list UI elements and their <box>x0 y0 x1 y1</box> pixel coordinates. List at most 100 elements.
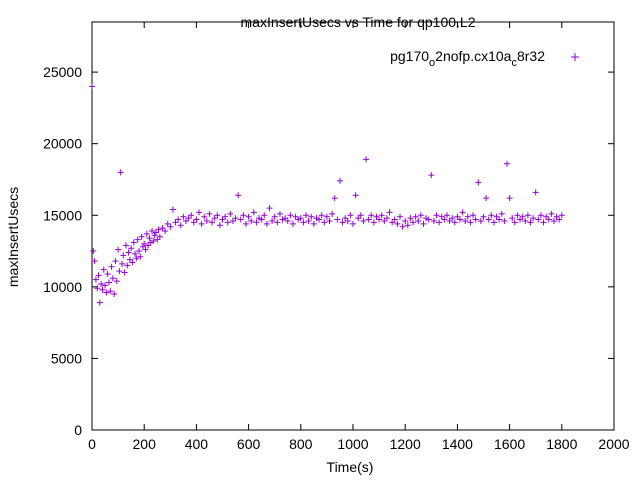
data-point <box>289 220 296 227</box>
data-point <box>496 216 503 223</box>
y-tick-label: 25000 <box>43 64 82 80</box>
data-point <box>446 217 453 224</box>
data-point <box>172 219 179 226</box>
data-point <box>137 253 144 260</box>
data-point <box>180 213 187 220</box>
data-point <box>503 160 510 167</box>
data-point <box>188 212 195 219</box>
data-point <box>543 213 550 220</box>
data-point <box>112 258 119 265</box>
data-point <box>141 240 148 247</box>
data-point <box>470 212 477 219</box>
data-point <box>266 205 273 212</box>
data-point <box>556 216 563 223</box>
data-point <box>558 212 565 219</box>
data-point <box>130 239 137 246</box>
data-point <box>253 219 260 226</box>
data-point <box>506 195 513 202</box>
data-point <box>404 222 411 229</box>
data-point <box>428 172 435 179</box>
data-point <box>342 215 349 222</box>
x-tick-label: 1000 <box>337 436 368 452</box>
data-point <box>211 215 218 222</box>
data-point <box>242 220 249 227</box>
data-point <box>357 212 364 219</box>
data-point <box>313 215 320 222</box>
data-point <box>274 219 281 226</box>
data-point <box>365 216 372 223</box>
data-point <box>164 220 171 227</box>
y-tick-label: 5000 <box>51 350 82 366</box>
data-point <box>488 212 495 219</box>
data-point <box>308 213 315 220</box>
y-tick-label: 20000 <box>43 136 82 152</box>
data-point <box>295 216 302 223</box>
data-point <box>209 219 216 226</box>
data-point <box>303 212 310 219</box>
data-point <box>167 223 174 230</box>
data-point <box>509 215 516 222</box>
data-point <box>376 216 383 223</box>
data-point <box>159 225 166 232</box>
data-point <box>119 260 126 267</box>
data-point <box>527 219 534 226</box>
data-point <box>329 210 336 217</box>
data-point <box>336 177 343 184</box>
data-point <box>237 216 244 223</box>
legend-label-part: pg170 <box>390 48 429 64</box>
data-point <box>373 213 380 220</box>
data-point <box>423 215 430 222</box>
data-point <box>263 220 270 227</box>
data-point <box>386 209 393 216</box>
data-point <box>100 266 107 273</box>
data-point <box>121 269 128 276</box>
data-point <box>550 217 557 224</box>
data-point <box>150 238 157 245</box>
data-point <box>279 216 286 223</box>
data-point <box>282 215 289 222</box>
data-point <box>276 210 283 217</box>
data-point <box>103 289 110 296</box>
data-point <box>530 215 537 222</box>
data-point <box>436 219 443 226</box>
legend-label: pg170o2nofp.cx10ac8r32 <box>390 48 545 69</box>
data-point <box>464 213 471 220</box>
data-point <box>138 233 145 240</box>
data-point <box>219 216 226 223</box>
data-point <box>360 217 367 224</box>
data-point <box>485 216 492 223</box>
data-point <box>297 215 304 222</box>
data-point <box>113 278 120 285</box>
data-points <box>89 83 565 306</box>
data-point <box>196 209 203 216</box>
data-point <box>240 212 247 219</box>
data-point <box>122 242 129 249</box>
x-tick-label: 1400 <box>442 436 473 452</box>
legend-label-part: 2nofp.cx10a <box>435 48 511 64</box>
data-point <box>152 229 159 236</box>
data-point <box>399 223 406 230</box>
data-point <box>198 220 205 227</box>
data-point <box>389 219 396 226</box>
data-point <box>310 220 317 227</box>
data-point <box>147 239 154 246</box>
x-tick-label: 200 <box>133 436 157 452</box>
data-point <box>344 217 351 224</box>
x-tick-label: 800 <box>289 436 313 452</box>
data-point <box>368 212 375 219</box>
data-point <box>222 213 229 220</box>
data-point <box>433 212 440 219</box>
data-point <box>115 246 122 253</box>
data-point <box>396 213 403 220</box>
data-point <box>227 210 234 217</box>
data-point <box>352 192 359 199</box>
data-point <box>107 288 114 295</box>
data-point <box>256 215 263 222</box>
data-point <box>553 213 560 220</box>
data-point <box>535 216 542 223</box>
data-point <box>305 217 312 224</box>
data-point <box>457 216 464 223</box>
data-point <box>145 242 152 249</box>
data-point <box>245 213 252 220</box>
data-point <box>109 275 116 282</box>
